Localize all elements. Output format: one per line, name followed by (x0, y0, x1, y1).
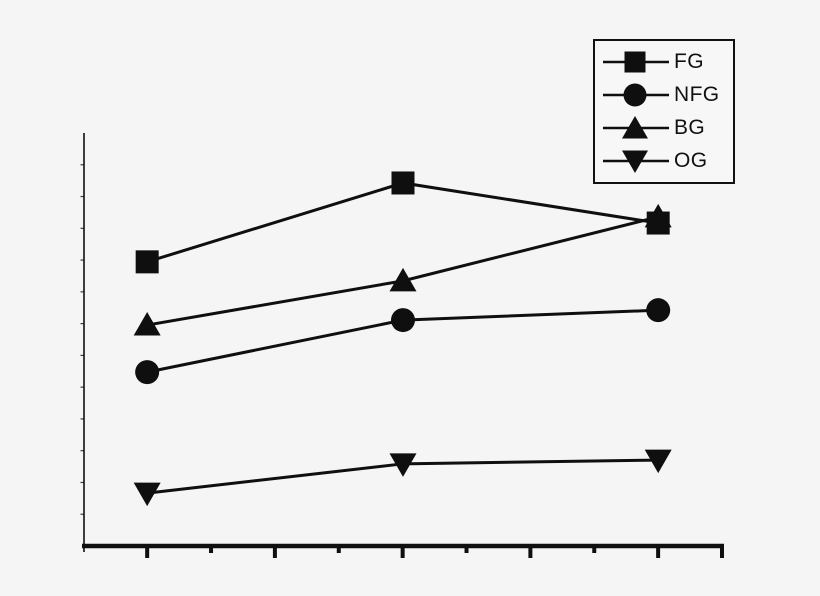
legend-item-nfg: NFG (603, 81, 733, 109)
legend-label: NFG (674, 83, 720, 106)
legend-item-bg: BG (603, 114, 733, 142)
marker-bg-2 (389, 267, 417, 292)
marker-nfg-3 (646, 298, 671, 323)
legend-item-fg: FG (603, 48, 733, 76)
legend-label: BG (674, 116, 706, 139)
marker-fg-2 (391, 171, 415, 195)
marker-og-3 (644, 449, 672, 474)
legend-item-og: OG (603, 147, 733, 175)
series-line-fg (146, 181, 659, 264)
marker-og-1 (133, 482, 161, 507)
marker-fg-1 (135, 250, 159, 274)
marker-nfg-1 (135, 360, 160, 385)
marker-bg-1 (133, 312, 161, 336)
marker-nfg-2 (391, 308, 415, 333)
triangle-up-marker-icon (603, 116, 669, 139)
legend-label: FG (674, 50, 704, 73)
marker-og-2 (389, 453, 417, 477)
marker-fg-3 (646, 211, 670, 235)
legend-label: OG (674, 149, 708, 172)
legend-box: FG NFG BG OG (593, 39, 735, 184)
circle-marker-icon (603, 83, 669, 107)
triangle-down-marker-icon (603, 150, 669, 173)
square-marker-icon (603, 51, 669, 73)
